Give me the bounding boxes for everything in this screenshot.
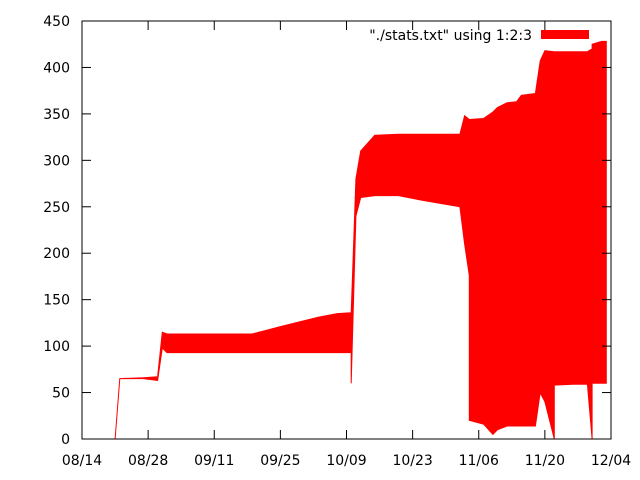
x-tick-label: 10/09 [326,453,366,469]
y-tick-label: 350 [43,107,70,123]
y-tick-label: 450 [43,14,70,30]
y-tick-label: 0 [61,432,70,448]
y-tick-label: 50 [52,386,70,402]
y-tick-label: 300 [43,153,70,169]
series-area-layer [114,40,607,440]
x-tick-label: 12/04 [591,453,631,469]
x-tick-label: 09/11 [194,453,234,469]
axes: 0 50 100 150 200 250 300 350 400 450 08/14 08/28 09/… [43,14,631,469]
x-tick-label: 11/06 [459,453,499,469]
legend: "./stats.txt" using 1:2:3 [369,28,589,44]
x-tick-label: 10/23 [392,453,432,469]
y-tick-label: 150 [43,293,70,309]
x-tick-label: 08/28 [128,453,168,469]
series-area [114,40,607,440]
y-tick-label: 400 [43,60,70,76]
y-tick-label: 200 [43,246,70,262]
y-tick-label: 100 [43,339,70,355]
legend-swatch [541,30,589,39]
x-tick-label: 09/25 [260,453,300,469]
y-tick-label: 250 [43,200,70,216]
x-tick-label: 08/14 [62,453,102,469]
x-tick-label: 11/20 [525,453,565,469]
legend-label: "./stats.txt" using 1:2:3 [369,28,532,44]
